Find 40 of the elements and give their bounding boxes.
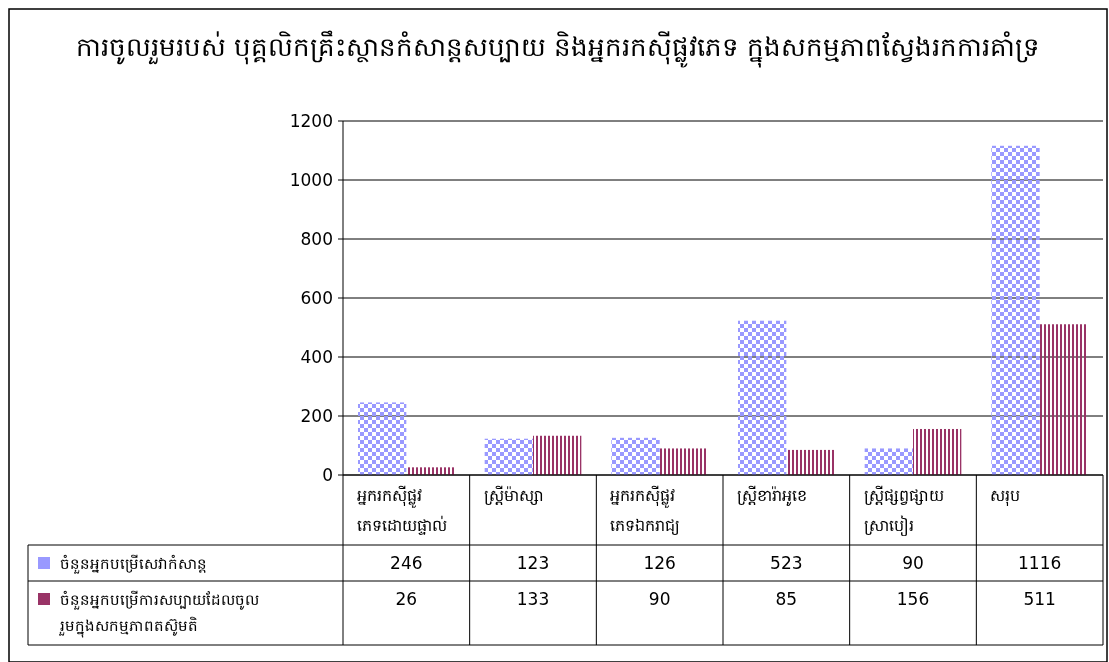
y-tick-label: 0 [322,464,333,485]
y-tick-label: 800 [300,228,333,249]
data-label: 523 [770,553,803,573]
x-tick-label: សរុប [990,486,1021,507]
x-tick-label: ស្ត្រីម៉ាស្សា [483,485,544,505]
bar [659,448,708,475]
data-label: 90 [902,553,924,573]
bar [533,435,582,475]
bar [738,320,787,475]
x-tick-label: អ្នករកស៊ីផ្លូវ ភេទដោយផ្ទាល់ [357,485,447,535]
y-tick-label: 1000 [289,169,333,190]
data-label: 156 [896,589,930,609]
y-tick-label: 200 [300,405,333,426]
chart-title: ការចូលរួមរបស់ បុគ្គលិកគ្រឹះស្ថានកំសាន្តសប្បាយ និងអ្នករកស៊ីផ្លូវភេទ ក្នុងសកម្មភាពស្វែងរកការគាំទ្រ [75,30,1041,68]
data-label: 26 [395,589,418,609]
data-label: 511 [1023,589,1056,609]
y-tick-label: 400 [300,346,333,367]
data-label: 126 [643,553,676,573]
bar [358,402,407,475]
bar [786,449,835,475]
data-label: 85 [775,589,798,609]
bar [991,145,1040,475]
x-tick-label: ស្ត្រីផ្សព្វផ្សាយ ស្រាបៀរ [863,485,944,537]
bar [484,438,533,475]
bar [913,428,962,475]
data-label: 90 [648,589,671,609]
data-label: 123 [516,553,550,573]
legend-label: ចំនួនអ្នកបម្រើសេវាកំសាន្ត [60,554,207,574]
data-label: 133 [516,589,550,609]
y-tick-label: 600 [300,287,333,308]
bar [864,448,913,475]
bar [406,467,455,475]
x-tick-label: អ្នករកស៊ីផ្លូវ ភេទឯករាជ្យ [610,485,681,535]
y-tick-label: 1200 [289,110,333,131]
bar [1039,324,1088,475]
data-label: 246 [390,553,423,573]
x-tick-label: ស្ត្រីខារ៉ាអូខេ [737,485,807,507]
bar [611,437,660,475]
legend-label: ចំនួនអ្នកបម្រើការសប្បាយដែលចូល រួមក្នុងសកម្មភាពតស៊ូមតិ [59,590,259,638]
data-label: 1116 [1018,553,1062,573]
